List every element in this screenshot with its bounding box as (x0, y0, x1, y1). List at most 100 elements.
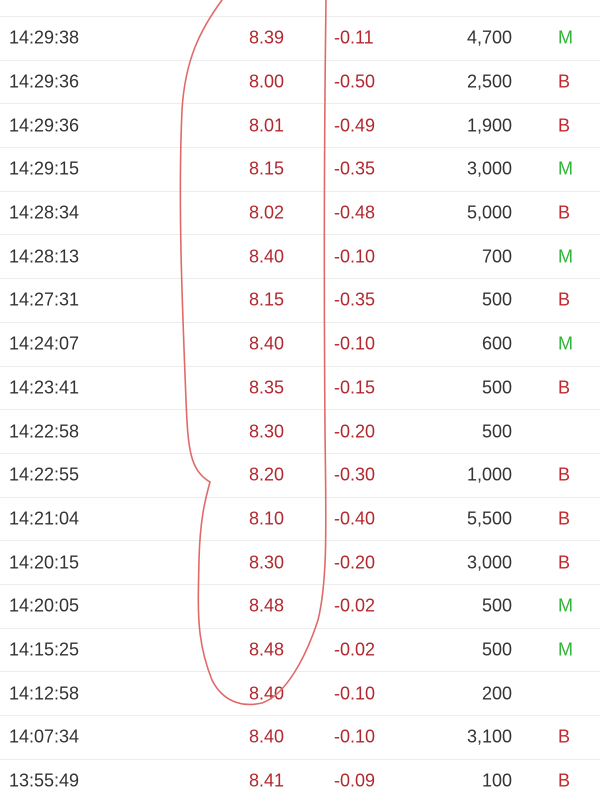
trade-change: -0.35 (334, 158, 376, 179)
trade-volume: 500 (481, 377, 512, 398)
trade-row[interactable]: 14:24:07 8.40 -0.10 600 M (0, 321, 600, 366)
trade-volume: 100 (481, 770, 512, 791)
trade-volume: 3,100 (466, 726, 512, 747)
trade-change: -0.10 (334, 683, 376, 704)
trade-side: B (558, 71, 571, 92)
trade-row[interactable]: 14:29:36 8.00 -0.50 2,500 B (0, 59, 600, 104)
trade-side: B (558, 508, 571, 529)
trade-row[interactable]: 14:22:55 8.20 -0.30 1,000 B (0, 452, 600, 497)
trade-price: 8.39 (248, 27, 284, 48)
trade-list[interactable]: 14:29:38 8.39 -0.11 4,700 M 14:29:36 8.00 -0.50… (0, 16, 600, 802)
trade-volume: 4,700 (466, 27, 512, 48)
trade-time: 14:28:13 (9, 246, 80, 267)
trade-row[interactable]: 14:29:36 8.01 -0.49 1,900 B (0, 103, 600, 147)
trade-change: -0.50 (334, 71, 376, 92)
trade-time: 14:24:07 (9, 333, 80, 354)
trade-price: 8.41 (248, 770, 284, 791)
trade-change: -0.15 (334, 377, 376, 398)
trade-price: 8.30 (248, 421, 284, 442)
trade-change: -0.40 (334, 508, 376, 529)
trade-volume: 5,000 (466, 202, 512, 223)
trade-row[interactable]: 14:12:58 8.40 -0.10 200 (0, 671, 600, 715)
trade-volume: 5,500 (466, 508, 512, 529)
trade-time: 14:23:41 (9, 377, 80, 398)
trade-side: M (558, 246, 573, 267)
trade-volume: 2,500 (466, 71, 512, 92)
trade-volume: 3,000 (466, 158, 512, 179)
trade-price: 8.02 (248, 202, 284, 223)
trade-time: 14:21:04 (9, 508, 80, 529)
trade-time: 14:29:36 (9, 71, 80, 92)
trade-side: B (558, 202, 571, 223)
trade-time: 14:29:15 (9, 158, 80, 179)
trade-side: M (558, 639, 573, 660)
trade-side: M (558, 158, 573, 179)
trade-change: -0.10 (334, 246, 376, 267)
trade-row[interactable]: 14:21:04 8.10 -0.40 5,500 B (0, 496, 600, 541)
trade-price: 8.40 (248, 333, 284, 354)
trade-side: M (558, 333, 573, 354)
trade-change: -0.20 (334, 421, 376, 442)
trade-row[interactable]: 14:20:15 8.30 -0.20 3,000 B (0, 540, 600, 584)
trade-row[interactable]: 14:29:15 8.15 -0.35 3,000 M (0, 147, 600, 191)
trade-time: 14:22:58 (9, 421, 80, 442)
trade-side: B (558, 115, 571, 136)
trade-side: B (558, 726, 571, 747)
trade-row[interactable]: 13:55:49 8.41 -0.09 100 B (0, 758, 600, 802)
trade-volume: 1,000 (466, 464, 512, 485)
trade-change: -0.11 (334, 27, 374, 48)
trade-change: -0.10 (334, 726, 376, 747)
trade-price: 8.15 (248, 158, 284, 179)
trade-time: 14:20:15 (9, 552, 80, 573)
trade-row[interactable]: 14:15:25 8.48 -0.02 500 M (0, 627, 600, 672)
trade-side: B (558, 289, 571, 310)
trade-side: M (558, 27, 573, 48)
trade-change: -0.30 (334, 464, 376, 485)
trade-price: 8.01 (248, 115, 284, 136)
trade-change: -0.35 (334, 289, 376, 310)
trade-time: 13:55:49 (9, 770, 80, 791)
trade-time: 14:29:36 (9, 115, 80, 136)
trade-change: -0.48 (334, 202, 376, 223)
trade-row[interactable]: 14:07:34 8.40 -0.10 3,100 B (0, 715, 600, 759)
trade-volume: 500 (481, 639, 512, 660)
trade-price: 8.00 (248, 71, 284, 92)
trade-price: 8.10 (248, 508, 284, 529)
trade-volume: 1,900 (466, 115, 512, 136)
trade-change: -0.09 (334, 770, 376, 791)
trade-time: 14:27:31 (9, 289, 80, 310)
trade-row[interactable]: 14:20:05 8.48 -0.02 500 M (0, 583, 600, 628)
trade-volume: 3,000 (466, 552, 512, 573)
trade-price: 8.40 (248, 726, 284, 747)
trade-row[interactable]: 14:27:31 8.15 -0.35 500 B (0, 278, 600, 322)
trade-time: 14:15:25 (9, 639, 80, 660)
trade-row[interactable]: 14:28:13 8.40 -0.10 700 M (0, 234, 600, 278)
trade-price: 8.40 (248, 246, 284, 267)
trade-row[interactable]: 14:28:34 8.02 -0.48 5,000 B (0, 190, 600, 235)
trade-row[interactable]: 14:22:58 8.30 -0.20 500 (0, 409, 600, 453)
trade-volume: 700 (481, 246, 512, 267)
trade-change: -0.49 (334, 115, 376, 136)
trade-row[interactable]: 14:29:38 8.39 -0.11 4,700 M (0, 16, 600, 60)
trade-price: 8.15 (248, 289, 284, 310)
trade-volume: 500 (481, 421, 512, 442)
trade-change: -0.10 (334, 333, 376, 354)
trade-price: 8.40 (248, 683, 284, 704)
trade-time: 14:07:34 (9, 726, 80, 747)
trade-price: 8.48 (248, 595, 284, 616)
trade-volume: 500 (481, 289, 512, 310)
trade-time: 14:20:05 (9, 595, 80, 616)
trade-side: B (558, 770, 571, 791)
trade-side: B (558, 377, 571, 398)
trade-side: B (558, 552, 571, 573)
trade-time: 14:28:34 (9, 202, 80, 223)
trade-time: 14:22:55 (9, 464, 80, 485)
trade-price: 8.30 (248, 552, 284, 573)
trade-price: 8.48 (248, 639, 284, 660)
trade-row[interactable]: 14:23:41 8.35 -0.15 500 B (0, 365, 600, 410)
trade-change: -0.02 (334, 595, 376, 616)
trade-volume: 200 (481, 683, 512, 704)
trade-side: B (558, 464, 571, 485)
trade-volume: 600 (481, 333, 512, 354)
trade-side: M (558, 595, 573, 616)
